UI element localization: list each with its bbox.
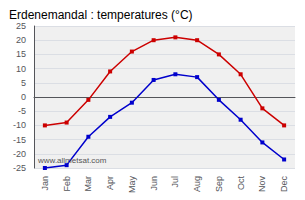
svg-text:Apr: Apr [105,176,115,190]
svg-text:10: 10 [16,64,26,74]
svg-text:Oct: Oct [236,176,246,191]
svg-text:5: 5 [21,78,26,88]
svg-text:15: 15 [16,49,26,59]
svg-text:-5: -5 [18,106,26,116]
svg-text:Erdenemandal : temperatures (°: Erdenemandal : temperatures (°C) [9,8,193,22]
svg-text:-10: -10 [13,120,26,130]
svg-text:-25: -25 [13,163,26,173]
svg-text:Mar: Mar [83,176,93,192]
svg-text:Aug: Aug [192,176,202,192]
svg-text:Feb: Feb [62,176,72,192]
svg-text:20: 20 [16,35,26,45]
svg-text:Jul: Jul [170,176,180,188]
svg-text:-15: -15 [13,135,26,145]
svg-text:0: 0 [21,92,26,102]
svg-text:Jan: Jan [40,176,50,191]
svg-text:-20: -20 [13,149,26,159]
svg-text:Sep: Sep [214,176,224,192]
svg-text:25: 25 [16,21,26,31]
svg-text:Dec: Dec [279,176,289,193]
svg-text:May: May [127,176,137,194]
svg-text:Nov: Nov [257,176,267,193]
svg-text:www.allmetsat.com: www.allmetsat.com [37,156,107,165]
svg-text:Jun: Jun [149,176,159,191]
